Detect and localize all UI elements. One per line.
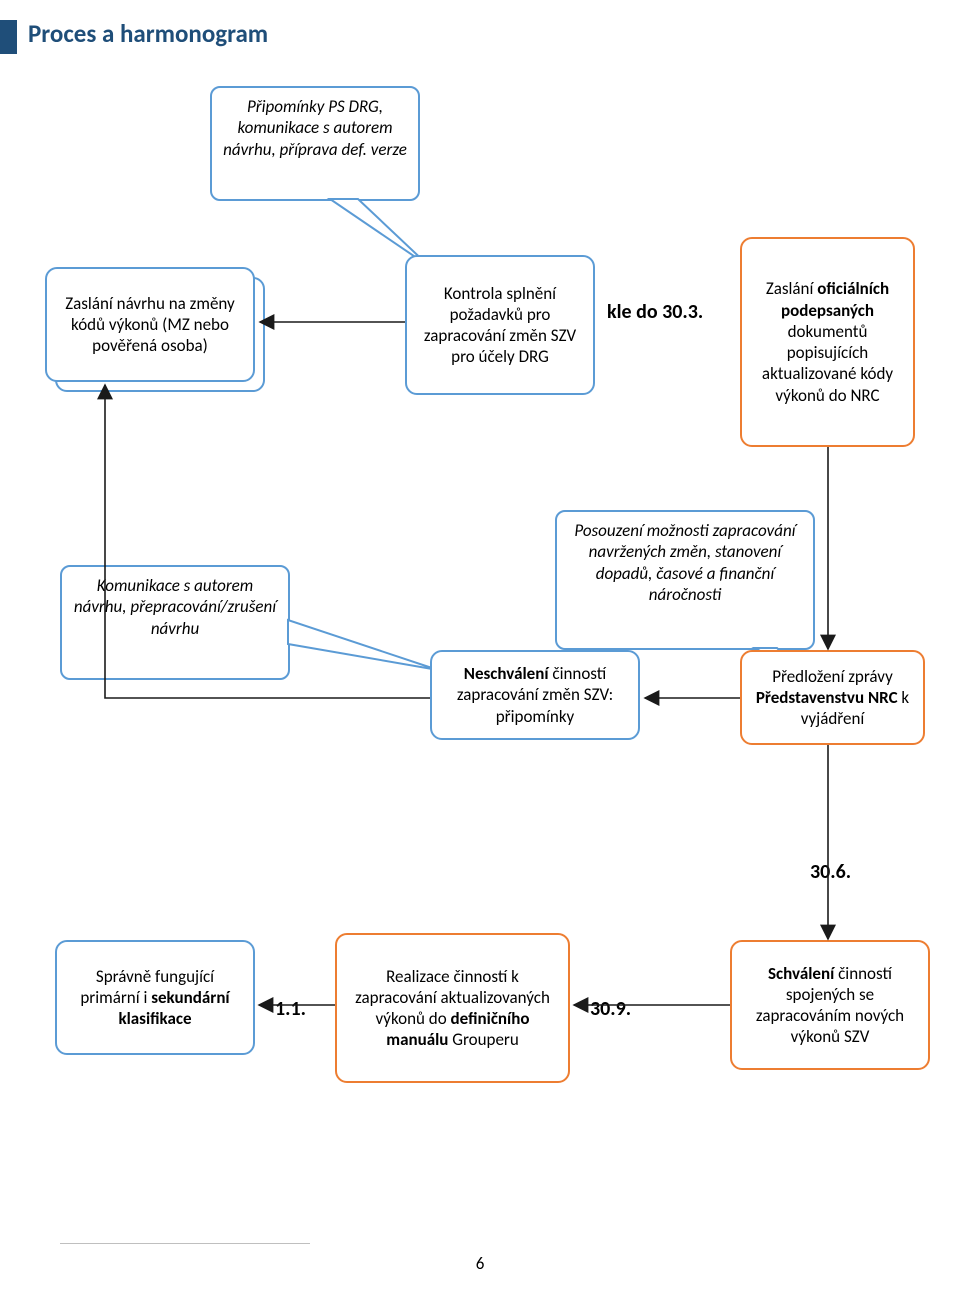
footer-divider: [60, 1243, 310, 1244]
node-send-proposal: Zaslání návrhu na změny kódů výkonů (MZ …: [45, 267, 255, 382]
edges-layer: [0, 0, 960, 1292]
node-text: Zaslání návrhu na změny kódů výkonů (MZ …: [55, 293, 245, 357]
page-number: 6: [0, 1253, 960, 1274]
